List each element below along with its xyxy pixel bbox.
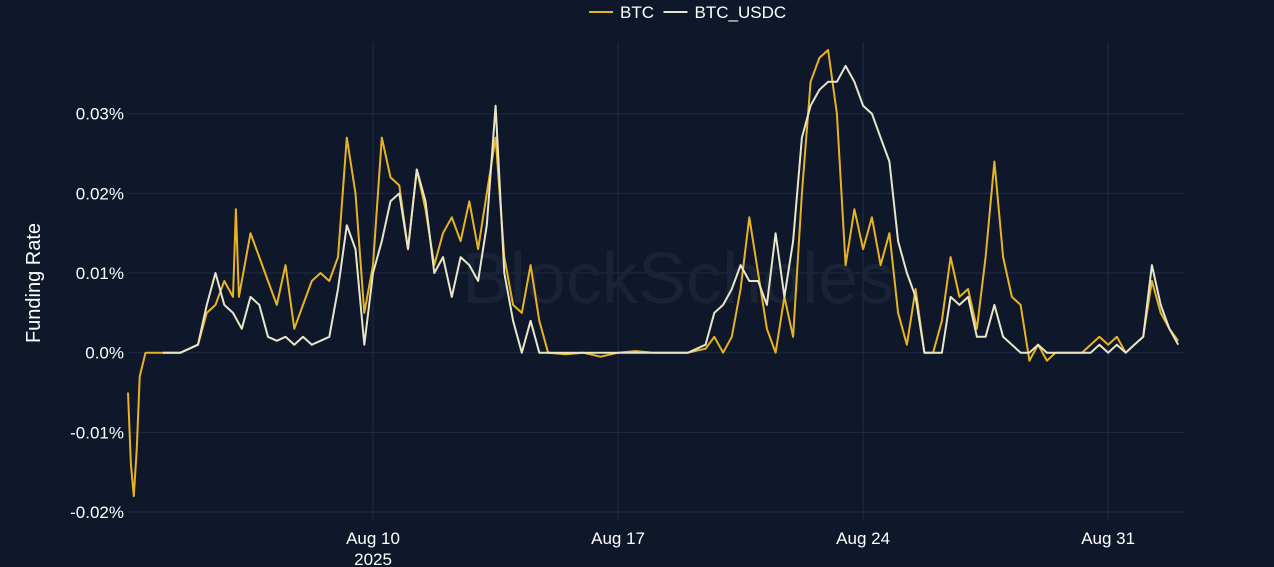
y-tick-label: -0.01% (70, 423, 124, 442)
y-tick-label: 0.01% (76, 264, 124, 283)
series-layer (127, 49, 1180, 498)
x-axis: Aug 10 2025 Aug 17 Aug 24 Aug 31 (346, 529, 1135, 567)
y-tick-label: 0.03% (76, 105, 124, 124)
x-tick-label: Aug 31 (1081, 529, 1135, 548)
x-tick-label: Aug 24 (836, 529, 890, 548)
legend-label: BTC (620, 3, 654, 22)
y-tick-label: -0.02% (70, 503, 124, 522)
legend[interactable]: BTC BTC_USDC (589, 3, 786, 22)
y-axis: 0.03% 0.02% 0.01% 0.0% -0.01% -0.02% (70, 105, 124, 522)
x-tick-sublabel: 2025 (354, 550, 392, 567)
series-line-btc-usdc (163, 64, 1180, 354)
y-axis-title: Funding Rate (23, 223, 45, 343)
legend-item-btc[interactable]: BTC (589, 3, 654, 22)
y-tick-label: 0.0% (85, 344, 124, 363)
legend-label: BTC_USDC (695, 3, 787, 22)
x-tick-label: Aug 17 (591, 529, 645, 548)
watermark-text: BlockScholes (462, 239, 894, 319)
x-tick-label: Aug 10 (346, 529, 400, 548)
legend-item-btc-usdc[interactable]: BTC_USDC (663, 3, 787, 22)
grid-lines (128, 42, 1184, 520)
y-tick-label: 0.02% (76, 184, 124, 203)
